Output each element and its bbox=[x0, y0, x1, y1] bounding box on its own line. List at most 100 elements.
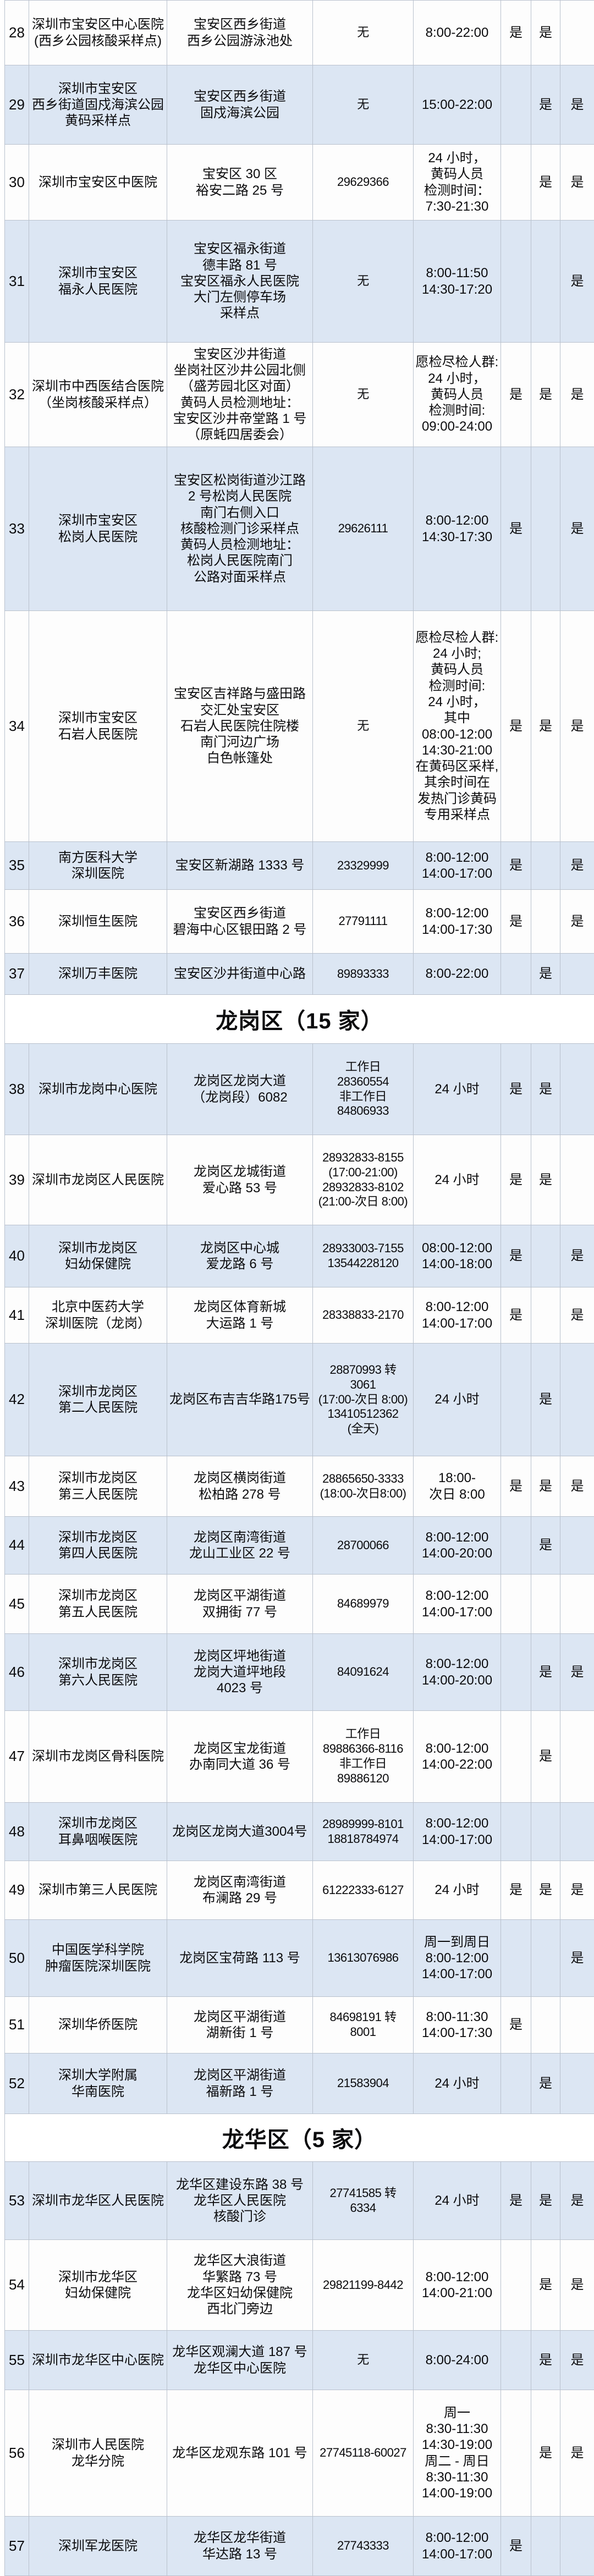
yes-flag-cell-1: 是 bbox=[501, 2517, 531, 2576]
yes-flag-cell-3: 是 bbox=[560, 2240, 594, 2331]
yes-flag-cell-2: 是 bbox=[531, 145, 560, 221]
yes-flag-cell-3 bbox=[560, 1, 594, 65]
district-section-header: 龙华区（5 家） bbox=[5, 2114, 594, 2162]
hours-cell: 8:00-12:00 14:00-17:00 bbox=[414, 842, 501, 890]
phone-cell: 27745118-60027 bbox=[313, 2390, 414, 2517]
hours-cell: 8:00-12:00 14:30-17:30 bbox=[414, 447, 501, 611]
table-row: 29 深圳市宝安区 西乡街道固戍海滨公园 黄码采样点 宝安区西乡街道 固戍海滨公… bbox=[5, 65, 594, 145]
table-row: 51 深圳华侨医院 龙岗区平湖街道 湖新街 1 号 84698191 转 800… bbox=[5, 1997, 594, 2054]
yes-flag-cell-2 bbox=[531, 1920, 560, 1997]
phone-cell: 无 bbox=[313, 611, 414, 842]
table-row: 45 深圳市龙岗区 第五人民医院 龙岗区平湖街道 双拥街 77 号 846899… bbox=[5, 1575, 594, 1634]
yes-flag-cell-2 bbox=[531, 1803, 560, 1861]
phone-cell: 28700066 bbox=[313, 1517, 414, 1575]
hours-cell: 8:00-22:00 bbox=[414, 1, 501, 65]
address-cell: 宝安区福永街道 德丰路 81 号 宝安区福永人民医院 大门左侧停车场 采样点 bbox=[167, 221, 313, 343]
yes-flag-cell-2 bbox=[531, 1225, 560, 1287]
table-row: 53 深圳市龙华区人民医院 龙华区建设东路 38 号 龙华区人民医院 核酸门诊 … bbox=[5, 2162, 594, 2240]
hours-cell: 8:00-22:00 bbox=[414, 954, 501, 995]
row-number-cell: 32 bbox=[5, 343, 29, 447]
row-number-cell: 50 bbox=[5, 1920, 29, 1997]
hospital-name-cell: 深圳市中西医结合医院 （坐岗核酸采样点） bbox=[29, 343, 167, 447]
phone-cell: 21583904 bbox=[313, 2054, 414, 2114]
table-row: 41 北京中医药大学 深圳医院（龙岗） 龙岗区体育新城 大运路 1 号 2833… bbox=[5, 1287, 594, 1344]
hospital-name-cell: 深圳市宝安区中医院 bbox=[29, 145, 167, 221]
yes-flag-cell-1: 是 bbox=[501, 611, 531, 842]
hospital-name-cell: 南方医科大学 深圳医院 bbox=[29, 842, 167, 890]
hospital-name-cell: 深圳市龙华区人民医院 bbox=[29, 2162, 167, 2240]
hours-cell: 愿检尽检人群: 24 小时， 黄码人员 检测时间: 09:00-24:00 bbox=[414, 343, 501, 447]
yes-flag-cell-1 bbox=[501, 2331, 531, 2390]
phone-cell: 28870993 转 3061 (17:00-次日 8:00) 13410512… bbox=[313, 1344, 414, 1456]
phone-cell: 28932833-8155 (17:00-21:00) 28932833-810… bbox=[313, 1135, 414, 1225]
yes-flag-cell-1: 是 bbox=[501, 447, 531, 611]
hospital-name-cell: 深圳市龙岗区 妇幼保健院 bbox=[29, 1225, 167, 1287]
yes-flag-cell-3: 是 bbox=[560, 2162, 594, 2240]
row-number-cell: 42 bbox=[5, 1344, 29, 1456]
row-number-cell: 44 bbox=[5, 1517, 29, 1575]
address-cell: 龙岗区横岗街道 松柏路 278 号 bbox=[167, 1456, 313, 1517]
hours-cell: 8:00-12:00 14:00-17:00 bbox=[414, 1287, 501, 1344]
yes-flag-cell-3: 是 bbox=[560, 145, 594, 221]
hours-cell: 18:00- 次日 8:00 bbox=[414, 1456, 501, 1517]
yes-flag-cell-2: 是 bbox=[531, 2054, 560, 2114]
yes-flag-cell-2 bbox=[531, 447, 560, 611]
table-row: 32 深圳市中西医结合医院 （坐岗核酸采样点） 宝安区沙井街道 坐岗社区沙井公园… bbox=[5, 343, 594, 447]
phone-cell: 13613076986 bbox=[313, 1920, 414, 1997]
yes-flag-cell-1 bbox=[501, 1920, 531, 1997]
table-row: 54 深圳市龙华区 妇幼保健院 龙华区大浪街道 华繁路 73 号 龙华区妇幼保健… bbox=[5, 2240, 594, 2331]
row-number-cell: 37 bbox=[5, 954, 29, 995]
yes-flag-cell-3: 是 bbox=[560, 65, 594, 145]
row-number-cell: 39 bbox=[5, 1135, 29, 1225]
hospital-name-cell: 北京中医药大学 深圳医院（龙岗） bbox=[29, 1287, 167, 1344]
hospital-name-cell: 深圳军龙医院 bbox=[29, 2517, 167, 2576]
yes-flag-cell-2 bbox=[531, 890, 560, 954]
table-row: 30 深圳市宝安区中医院 宝安区 30 区 裕安二路 25 号 29629366… bbox=[5, 145, 594, 221]
row-number-cell: 38 bbox=[5, 1044, 29, 1135]
address-cell: 宝安区西乡街道 碧海中心区银田路 2 号 bbox=[167, 890, 313, 954]
yes-flag-cell-3 bbox=[560, 1344, 594, 1456]
yes-flag-cell-2: 是 bbox=[531, 1044, 560, 1135]
hours-cell: 8:00-12:00 14:00-21:00 bbox=[414, 2240, 501, 2331]
row-number-cell: 40 bbox=[5, 1225, 29, 1287]
table-row: 42 深圳市龙岗区 第二人民医院 龙岗区布吉吉华路175号 28870993 转… bbox=[5, 1344, 594, 1456]
address-cell: 龙岗区体育新城 大运路 1 号 bbox=[167, 1287, 313, 1344]
yes-flag-cell-1: 是 bbox=[501, 2162, 531, 2240]
yes-flag-cell-1 bbox=[501, 1517, 531, 1575]
phone-cell: 工作日 28360554 非工作日 84806933 bbox=[313, 1044, 414, 1135]
yes-flag-cell-1 bbox=[501, 2240, 531, 2331]
table-row: 56 深圳市人民医院 龙华分院 龙华区龙观东路 101 号 27745118-6… bbox=[5, 2390, 594, 2517]
hours-cell: 8:00-12:00 14:00-17:00 bbox=[414, 2517, 501, 2576]
row-number-cell: 41 bbox=[5, 1287, 29, 1344]
phone-cell: 无 bbox=[313, 2331, 414, 2390]
hospital-name-cell: 深圳市宝安区 松岗人民医院 bbox=[29, 447, 167, 611]
yes-flag-cell-1 bbox=[501, 1803, 531, 1861]
hospital-name-cell: 深圳市龙岗区 第五人民医院 bbox=[29, 1575, 167, 1634]
hours-cell: 24 小时 bbox=[414, 1344, 501, 1456]
yes-flag-cell-1: 是 bbox=[501, 842, 531, 890]
yes-flag-cell-3: 是 bbox=[560, 1634, 594, 1711]
phone-cell: 84091624 bbox=[313, 1634, 414, 1711]
yes-flag-cell-3: 是 bbox=[560, 1920, 594, 1997]
hours-cell: 24 小时 bbox=[414, 1861, 501, 1920]
hospital-name-cell: 深圳市龙华区中心医院 bbox=[29, 2331, 167, 2390]
yes-flag-cell-3: 是 bbox=[560, 1287, 594, 1344]
address-cell: 龙岗区龙岗大道 （龙岗段）6082 bbox=[167, 1044, 313, 1135]
yes-flag-cell-1: 是 bbox=[501, 1456, 531, 1517]
phone-cell: 无 bbox=[313, 343, 414, 447]
address-cell: 龙岗区平湖街道 湖新街 1 号 bbox=[167, 1997, 313, 2054]
yes-flag-cell-2: 是 bbox=[531, 954, 560, 995]
yes-flag-cell-3 bbox=[560, 1044, 594, 1135]
hospital-name-cell: 深圳市龙华区 妇幼保健院 bbox=[29, 2240, 167, 2331]
hospital-name-cell: 深圳万丰医院 bbox=[29, 954, 167, 995]
yes-flag-cell-2 bbox=[531, 221, 560, 343]
row-number-cell: 57 bbox=[5, 2517, 29, 2576]
phone-cell: 29629366 bbox=[313, 145, 414, 221]
table-row: 49 深圳市第三人民医院 龙岗区南湾街道 布澜路 29 号 61222333-6… bbox=[5, 1861, 594, 1920]
yes-flag-cell-3 bbox=[560, 1517, 594, 1575]
address-cell: 龙岗区平湖街道 福新路 1 号 bbox=[167, 2054, 313, 2114]
yes-flag-cell-1: 是 bbox=[501, 890, 531, 954]
yes-flag-cell-3: 是 bbox=[560, 1861, 594, 1920]
address-cell: 龙岗区坪地街道 龙岗大道坪地段 4023 号 bbox=[167, 1634, 313, 1711]
